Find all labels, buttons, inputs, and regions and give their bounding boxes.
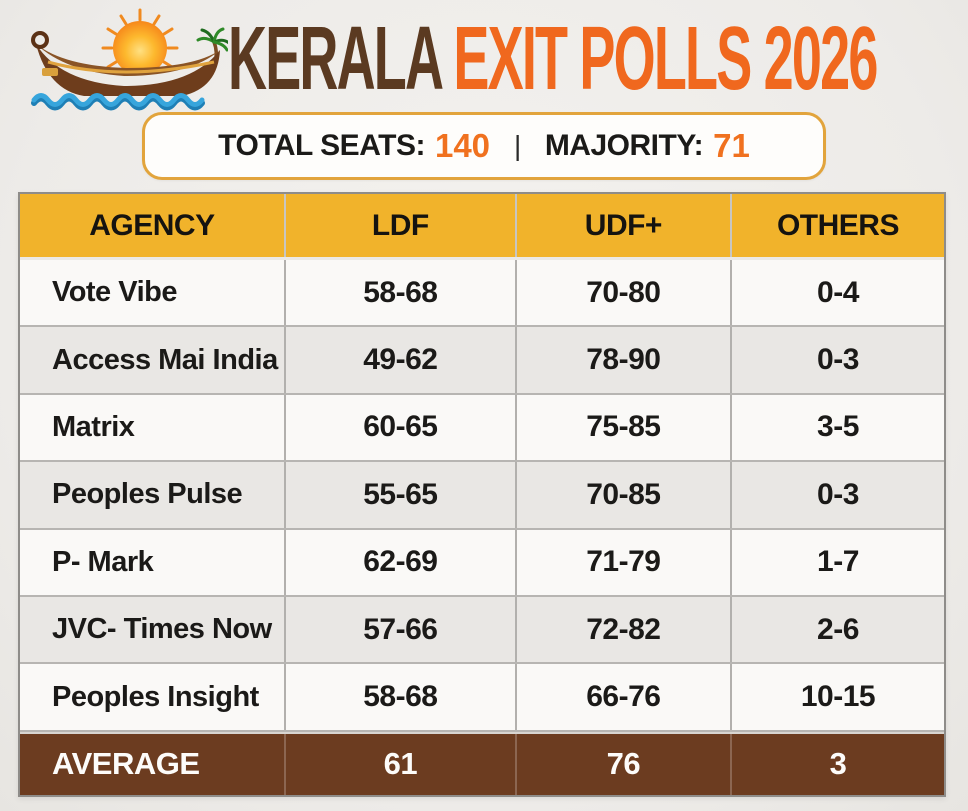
value-cell: 1-7 [817, 545, 859, 579]
value-cell: 71-79 [517, 529, 732, 595]
column-header-udf: UDF+ [517, 194, 732, 257]
value-cell: 60-65 [286, 394, 517, 461]
value-cell: 49-62 [286, 327, 517, 393]
agency-cell: P- Mark [20, 529, 286, 595]
average-udf: 76 [517, 733, 732, 795]
value-cell: 78-90 [517, 327, 732, 393]
majority-value: 71 [713, 127, 750, 164]
agency-cell: JVC- Times Now [20, 596, 286, 663]
agency-cell: Matrix [20, 394, 286, 461]
value-cell: 66-76 [517, 664, 732, 730]
value-cell: 0-3 [817, 477, 859, 511]
value-cell: 2-6 [817, 612, 859, 646]
title-kerala: KERALA [228, 9, 454, 109]
column-header-agency: AGENCY [20, 194, 286, 257]
agency-cell: Vote Vibe [20, 260, 286, 326]
value-cell: 58-68 [286, 664, 517, 730]
column-header-ldf: LDF [286, 194, 517, 257]
value-cell: 70-80 [517, 260, 732, 326]
sun-icon [113, 21, 167, 75]
majority-label: MAJORITY: [544, 129, 704, 162]
average-ldf: 61 [286, 733, 517, 795]
column-header-others: OTHERS [776, 208, 900, 242]
water-waves-icon [31, 93, 205, 111]
table-row: Access Mai India 49-62 78-90 0-3 [20, 327, 944, 395]
value-cell: 72-82 [517, 596, 732, 663]
title-exit-polls: EXIT POLLS 2026 [453, 9, 878, 109]
value-cell: 62-69 [286, 529, 517, 595]
value-cell: 10-15 [800, 680, 876, 714]
value-cell: 55-65 [286, 462, 517, 528]
table-header-row: AGENCY LDF UDF+ OTHERS [20, 194, 944, 260]
total-seats-label: TOTAL SEATS: [218, 129, 425, 162]
value-cell: 58-68 [286, 260, 517, 326]
value-cell: 0-4 [817, 275, 859, 309]
value-cell: 57-66 [286, 596, 517, 663]
agency-cell: Access Mai India [20, 327, 286, 393]
value-cell: 75-85 [517, 394, 732, 461]
sun-rays-icon [101, 8, 179, 69]
table-row: P- Mark 62-69 71-79 1-7 [20, 529, 944, 597]
value-cell: 70-85 [517, 462, 732, 528]
kerala-boat-logo [31, 8, 228, 111]
agency-cell: Peoples Pulse [20, 462, 286, 528]
table-row: Peoples Insight 58-68 66-76 10-15 [20, 664, 944, 732]
value-cell: 3-5 [817, 410, 859, 444]
table-row: Matrix 60-65 75-85 3-5 [20, 394, 944, 463]
table-row: Peoples Pulse 55-65 70-85 0-3 [20, 462, 944, 530]
page-title: KERALA EXIT POLLS 2026 [228, 14, 878, 104]
pill-divider: | [514, 130, 521, 161]
average-label: AVERAGE [20, 733, 286, 795]
table-average-row: AVERAGE 61 76 3 [20, 731, 944, 795]
total-seats-value: 140 [434, 127, 491, 164]
average-others: 3 [829, 746, 847, 782]
seats-summary-pill: TOTAL SEATS: 140 | MAJORITY: 71 [142, 112, 826, 180]
value-cell: 0-3 [817, 343, 859, 377]
boat-hull-icon [31, 31, 220, 96]
agency-cell: Peoples Insight [20, 664, 286, 730]
polls-table: AGENCY LDF UDF+ OTHERS Vote Vibe 58-68 70-… [18, 192, 946, 797]
table-row: JVC- Times Now 57-66 72-82 2-6 [20, 596, 944, 665]
table-row: Vote Vibe 58-68 70-80 0-4 [20, 260, 944, 328]
